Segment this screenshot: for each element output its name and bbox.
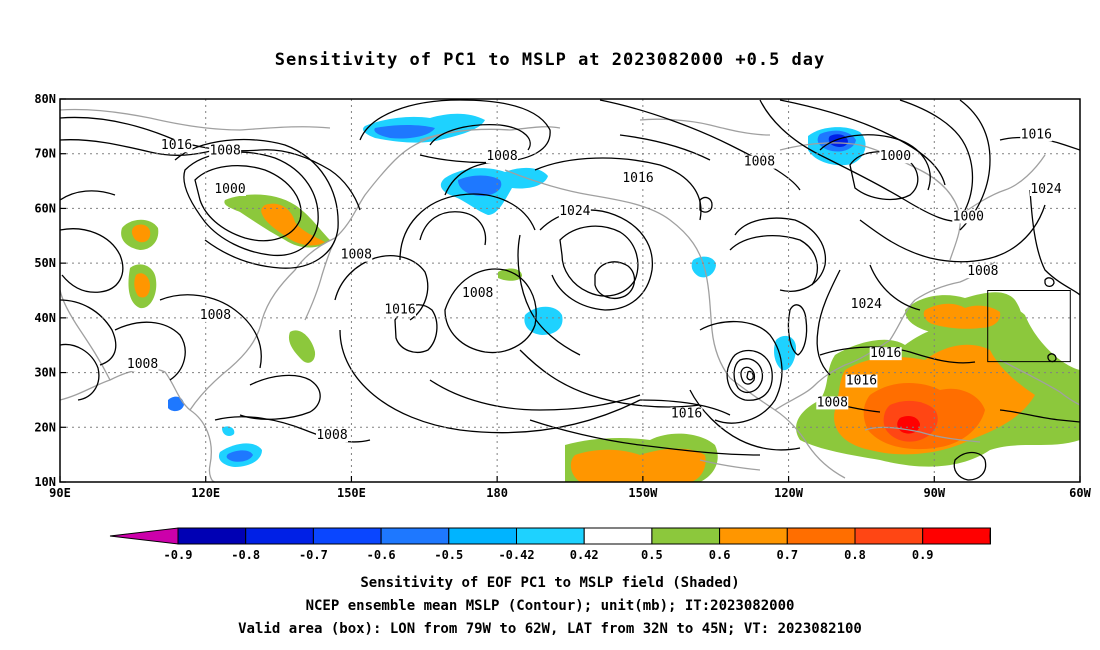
contour-label: 1008 [316, 428, 347, 443]
lon-tick-label: 180 [486, 486, 508, 500]
lat-tick-label: 80N [34, 92, 56, 106]
contour-label: 1016 [671, 406, 702, 421]
contour-label: 1008 [462, 286, 493, 301]
lat-tick-label: 60N [34, 201, 56, 215]
contour-label: 1016 [384, 302, 415, 317]
contour-label: 1008 [486, 149, 517, 164]
contour-label: 1016 [161, 138, 192, 153]
contour-label: 1008 [817, 395, 848, 410]
figure-title: Sensitivity of PC1 to MSLP at 2023082000… [0, 50, 1100, 70]
caption-line-3: Valid area (box): LON from 79W to 62W, L… [0, 621, 1100, 637]
lon-tick-label: 120E [191, 486, 220, 500]
contour-label: 1016 [622, 171, 653, 186]
lon-tick-label: 150E [337, 486, 366, 500]
lat-tick-label: 50N [34, 256, 56, 270]
contour-label: 1008 [341, 248, 372, 263]
lon-tick-label: 60W [1069, 486, 1091, 500]
lat-tick-label: 70N [34, 147, 56, 161]
lat-tick-label: 20N [34, 420, 56, 434]
contour-label: 1016 [1021, 127, 1052, 142]
caption-line-2: NCEP ensemble mean MSLP (Contour); unit(… [0, 598, 1100, 614]
lat-tick-label: 40N [34, 311, 56, 325]
contour-label: 1016 [870, 346, 901, 361]
contour-label: 1024 [851, 297, 882, 312]
lat-tick-label: 30N [34, 366, 56, 380]
lon-tick-label: 120W [774, 486, 804, 500]
contour-label: 1008 [209, 144, 240, 159]
lat-tick-label: 10N [34, 475, 56, 489]
lon-tick-label: 90W [923, 486, 945, 500]
contour-label: 1000 [214, 182, 245, 197]
contour-label: 1024 [559, 204, 590, 219]
map-figure: 1016 1008 1000 1008 1016 1008 1008 1008 1008 1008… [0, 0, 1100, 650]
contour-label: 1000 [953, 209, 984, 224]
contour-label: 1016 [846, 374, 877, 389]
contour-label: 1008 [744, 155, 775, 170]
contour-label: 1008 [967, 264, 998, 279]
contour-label: 1000 [880, 149, 911, 164]
caption-line-1: Sensitivity of EOF PC1 to MSLP field (Sh… [0, 575, 1100, 591]
contour-label: 1008 [200, 308, 231, 323]
contour-label: 1024 [1030, 182, 1061, 197]
lon-tick-label: 150W [628, 486, 658, 500]
contour-label: 1008 [127, 357, 158, 372]
